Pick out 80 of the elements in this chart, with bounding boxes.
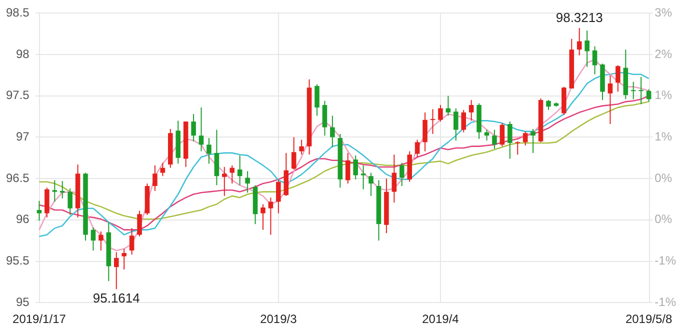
candlestick xyxy=(291,136,296,170)
candlestick xyxy=(360,164,366,190)
candlestick xyxy=(515,140,520,156)
candlestick xyxy=(345,152,350,184)
candlestick xyxy=(299,139,304,156)
candlestick xyxy=(414,139,420,158)
candlestick xyxy=(468,100,474,122)
candlestick xyxy=(576,27,582,56)
y2-tick-label: 1% xyxy=(654,130,672,144)
y2-tick-label: 3% xyxy=(654,6,672,20)
y-tick-label: 97 xyxy=(16,130,30,144)
y2-tick-label: 1% xyxy=(654,88,672,102)
candlestick xyxy=(52,180,58,202)
y2-tick-label: 0% xyxy=(654,170,672,185)
candlestick xyxy=(392,154,397,204)
candlestick xyxy=(60,180,65,199)
candlestick xyxy=(230,164,235,184)
x-tick-label: 2019/4 xyxy=(422,312,460,326)
x-tick-label: 2019/5/8 xyxy=(625,312,672,326)
candlestick xyxy=(368,172,374,196)
y2-tick-label: -1% xyxy=(654,254,676,268)
candlestick xyxy=(646,88,652,102)
candlestick xyxy=(399,162,404,187)
x-tick-label: 2019/3 xyxy=(260,312,298,326)
candlestick xyxy=(152,164,158,192)
y-tick-label: 97.5 xyxy=(6,88,30,102)
candlestick xyxy=(129,228,134,256)
candlestick xyxy=(314,84,320,116)
candlestick xyxy=(322,100,328,136)
candlestick xyxy=(268,197,274,236)
candlestick xyxy=(214,129,220,186)
candlestick xyxy=(522,130,528,146)
y-tick-label: 98.5 xyxy=(6,6,30,20)
candlestick xyxy=(44,187,50,218)
y-tick-label: 95.5 xyxy=(6,254,30,268)
candlestick xyxy=(430,108,436,134)
candlestick xyxy=(584,30,590,68)
y-tick-label: 98 xyxy=(16,46,30,61)
y2-tick-label: 0% xyxy=(654,212,672,226)
candlestick xyxy=(98,230,104,252)
annotation: 98.3213 xyxy=(556,10,603,26)
candlestick xyxy=(68,188,72,216)
candlestick xyxy=(245,170,250,194)
candlestick xyxy=(237,154,242,186)
candlestick xyxy=(616,64,620,92)
candlestick xyxy=(114,252,119,290)
candlestick xyxy=(122,248,126,270)
candlestick xyxy=(454,108,458,142)
candlestick xyxy=(630,81,636,100)
candlestick xyxy=(461,109,466,133)
candlestick xyxy=(330,115,335,148)
candlestick xyxy=(530,128,536,154)
candlestick xyxy=(638,76,644,105)
candlestick xyxy=(160,162,166,177)
annotation: 95.1614 xyxy=(92,290,140,306)
y-tick-label: 96.5 xyxy=(6,170,30,185)
candlestick xyxy=(422,112,428,152)
candlestick xyxy=(508,121,512,160)
candlestick xyxy=(191,114,196,142)
candlestick xyxy=(36,200,42,222)
y-tick-label: 96 xyxy=(16,212,30,226)
candlestick xyxy=(206,138,212,164)
candlestick xyxy=(546,100,551,110)
candlestick xyxy=(500,122,505,147)
x-tick-label: 2019/1/17 xyxy=(12,312,66,326)
candlestick xyxy=(222,166,227,196)
candlestick xyxy=(260,204,266,230)
candlestick xyxy=(276,180,281,214)
candlestick xyxy=(198,106,204,152)
candlestick xyxy=(592,46,598,75)
candlestick xyxy=(137,210,142,237)
candlestick xyxy=(438,104,443,122)
candlestick xyxy=(353,154,358,180)
candlestick xyxy=(90,226,96,252)
y-tick-label: 95 xyxy=(16,294,30,309)
candlestick xyxy=(608,74,613,124)
y2-tick-label: -1% xyxy=(654,294,676,309)
candlestick xyxy=(446,95,451,116)
y2-tick-label: 2% xyxy=(654,46,672,61)
candlestick xyxy=(492,129,497,150)
